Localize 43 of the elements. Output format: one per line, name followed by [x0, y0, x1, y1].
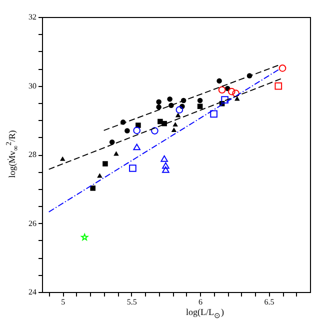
point — [156, 99, 162, 105]
point — [114, 151, 119, 156]
y-tick-label: 24 — [28, 288, 36, 296]
point — [124, 128, 130, 134]
x-tick-label: 6.5 — [264, 298, 274, 306]
point — [129, 164, 136, 172]
point — [156, 104, 162, 110]
point — [97, 173, 102, 178]
x-tick-label: 5 — [61, 298, 66, 306]
point — [133, 126, 140, 134]
point — [232, 90, 240, 97]
point — [171, 127, 177, 132]
point — [216, 78, 222, 84]
point — [234, 96, 240, 101]
point — [160, 155, 168, 162]
y-tick-label: 32 — [28, 12, 36, 22]
point — [133, 144, 140, 150]
y-tick-label: 30 — [28, 81, 36, 90]
point — [176, 106, 184, 114]
point — [81, 234, 88, 240]
point — [151, 127, 158, 134]
y-tick-label: 28 — [28, 150, 36, 159]
point — [90, 186, 96, 191]
point — [221, 96, 228, 104]
x-tick-label: 6 — [198, 298, 203, 306]
point — [162, 162, 170, 169]
point — [274, 82, 282, 90]
point — [175, 112, 181, 118]
y-tick-label: 26 — [28, 218, 36, 228]
point — [172, 122, 178, 127]
x-axis-title: log(L/L$_{⊙}$) — [186, 307, 224, 320]
point — [167, 96, 172, 102]
x-tick-label: 5.5 — [126, 298, 137, 306]
point — [60, 156, 66, 161]
point — [197, 104, 203, 110]
point — [210, 110, 218, 118]
point — [102, 161, 108, 166]
point — [278, 64, 286, 72]
point — [218, 86, 226, 94]
point — [109, 139, 115, 145]
point — [228, 88, 236, 96]
point — [162, 166, 170, 173]
point — [197, 98, 203, 104]
